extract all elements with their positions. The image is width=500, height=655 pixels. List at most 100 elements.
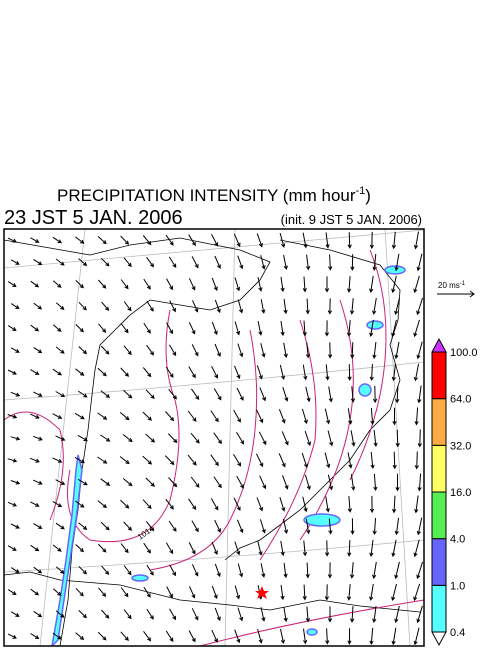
colorbar-segment <box>431 491 447 540</box>
wind-arrow <box>394 297 400 315</box>
wind-arrow <box>30 280 40 288</box>
precipitation <box>51 265 406 646</box>
wind-arrow <box>55 302 65 310</box>
wind-arrow <box>142 411 152 421</box>
wind-arrow <box>10 523 20 529</box>
wind-arrow <box>260 255 266 270</box>
wind-arrow <box>233 497 241 512</box>
isobar <box>349 249 387 481</box>
wind-arrow <box>123 389 133 399</box>
wind-arrow <box>279 364 286 381</box>
reference-arrow-head <box>469 290 475 298</box>
wind-arrow <box>260 563 266 578</box>
wind-arrow <box>372 561 377 580</box>
wind-arrow <box>189 586 196 599</box>
wind-arrow <box>324 276 330 293</box>
wind-arrow <box>188 498 197 511</box>
wind-arrow <box>10 567 20 573</box>
wind-arrow <box>392 451 397 470</box>
wind-arrow <box>10 480 21 485</box>
wind-arrow <box>123 609 132 620</box>
wind-arrow <box>237 255 244 270</box>
wind-arrow <box>52 368 62 376</box>
colorbar-segment <box>431 444 447 493</box>
wind-arrow <box>395 429 400 448</box>
wind-arrow <box>302 496 308 513</box>
wind-arrow <box>98 587 107 597</box>
wind-arrow <box>52 413 63 419</box>
map-area: 1014 <box>4 229 424 646</box>
wind-arrow <box>123 301 132 312</box>
wind-arrow <box>416 605 423 624</box>
wind-arrow <box>327 562 333 579</box>
wind-arrow <box>325 628 330 645</box>
wind-arrow <box>324 452 331 469</box>
wind-arrow <box>413 583 421 602</box>
wind-arrow <box>75 324 84 333</box>
wind-arrow <box>234 585 241 600</box>
isobar <box>199 599 424 646</box>
wind-arrow <box>372 253 377 272</box>
valid-time: 23 JST 5 JAN. 2006 <box>4 207 183 229</box>
wind-arrow <box>122 478 133 487</box>
wind-arrow <box>280 276 285 293</box>
wind-arrow <box>213 432 222 445</box>
wind-arrow <box>55 435 66 441</box>
wind-arrow <box>260 299 266 314</box>
wind-arrow <box>372 517 377 536</box>
wind-arrow <box>282 387 289 402</box>
wind-arrow <box>260 607 266 622</box>
wind-arrow <box>347 628 352 645</box>
wind-arrow <box>74 412 85 420</box>
wind-arrow <box>10 436 21 441</box>
wind-arrow <box>413 319 420 338</box>
wind-arrow <box>30 237 40 243</box>
wind-arrow <box>187 410 197 422</box>
wind-arrow <box>168 256 177 268</box>
colorbar-label: 4.0 <box>450 534 465 546</box>
wind-arrow <box>301 452 308 468</box>
wind-arrow <box>328 342 333 359</box>
wind-arrow <box>373 473 378 492</box>
wind-arrow <box>349 298 355 315</box>
wind-arrow <box>52 457 63 463</box>
wind-arrow <box>146 564 154 576</box>
wind-arrow <box>122 434 133 443</box>
wind-arrow <box>233 409 241 423</box>
wind-arrow <box>278 453 286 468</box>
wind-arrow <box>416 561 424 580</box>
wind-arrow <box>350 386 356 403</box>
wind-arrow <box>346 584 352 601</box>
wind-arrow <box>75 368 85 376</box>
wind-arrow <box>416 517 423 536</box>
wind-arrow <box>328 518 333 535</box>
wind-arrow <box>213 476 222 489</box>
wind-arrow <box>100 521 110 531</box>
wind-arrow <box>164 455 175 466</box>
precip-patch <box>358 383 372 397</box>
wind-arrow <box>394 341 400 360</box>
wind-arrow <box>100 345 110 355</box>
wind-arrow <box>119 456 130 465</box>
wind-arrow <box>33 346 43 354</box>
wind-arrow <box>191 608 199 621</box>
wind-arrow <box>97 456 108 464</box>
wind-arrow <box>7 369 17 375</box>
wind-arrow <box>142 499 152 510</box>
wind-arrow <box>325 232 330 249</box>
wind-arrow <box>78 258 88 267</box>
wind-arrow <box>165 366 174 378</box>
wind-arrow <box>146 344 155 356</box>
precip-patch <box>303 513 341 527</box>
wind-arrow <box>146 608 154 620</box>
wind-arrow <box>7 545 17 551</box>
wind-arrow <box>52 236 62 244</box>
wind-arrow <box>213 388 222 401</box>
wind-arrow <box>52 500 63 508</box>
wind-arrow <box>165 542 174 555</box>
wind-arrow <box>29 413 40 419</box>
wind-arrow <box>372 605 377 624</box>
wind-arrow <box>75 632 85 641</box>
wind-arrow <box>369 319 374 338</box>
wind-arrow <box>143 586 151 598</box>
